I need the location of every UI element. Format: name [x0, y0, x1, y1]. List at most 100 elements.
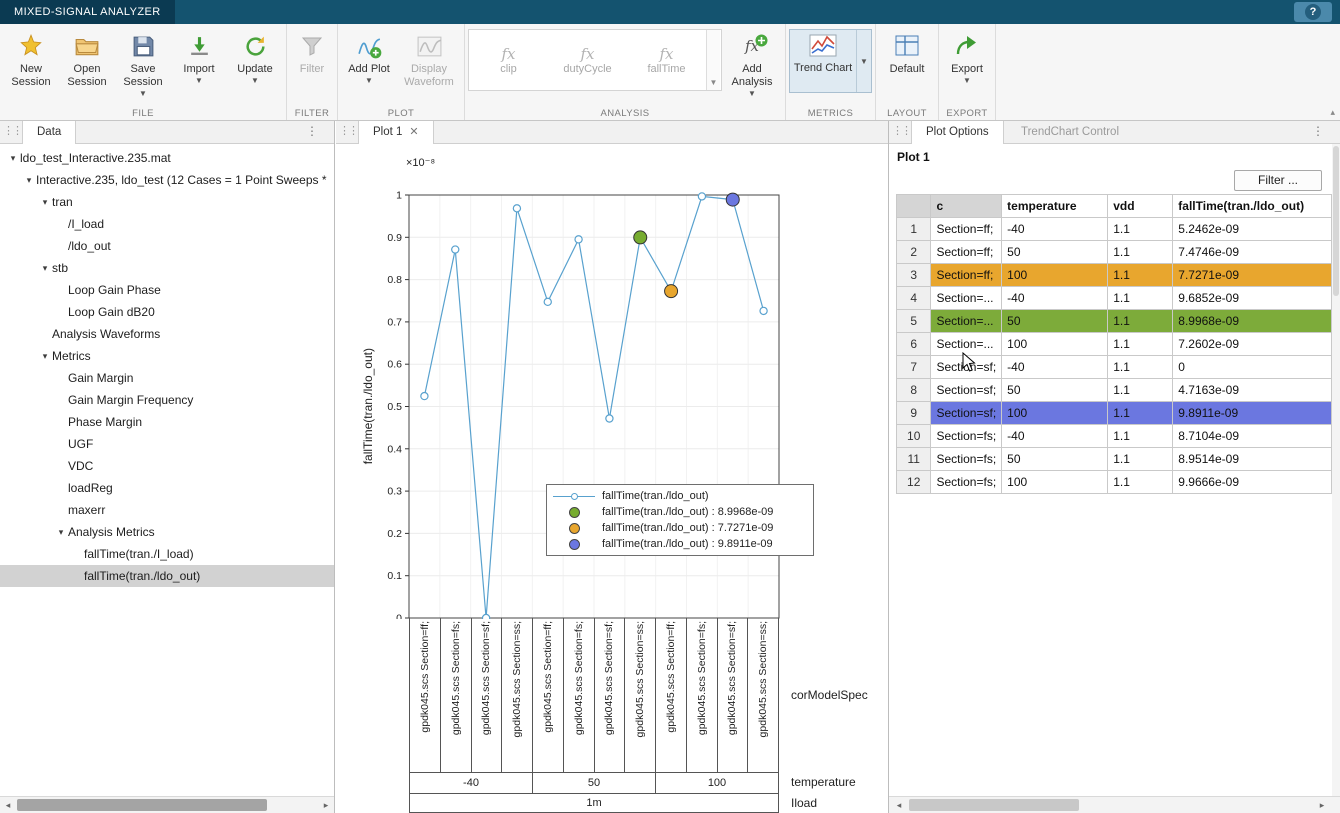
cell-c[interactable]: Section=... — [931, 310, 1002, 333]
row-number[interactable]: 4 — [897, 287, 931, 310]
col-header-c[interactable]: c — [931, 195, 1002, 218]
cell-falltime[interactable]: 8.7104e-09 — [1173, 425, 1332, 448]
row-number[interactable]: 2 — [897, 241, 931, 264]
cell-vdd[interactable]: 1.1 — [1108, 264, 1173, 287]
scrollbar-thumb[interactable] — [1333, 146, 1339, 296]
cell-vdd[interactable]: 1.1 — [1108, 402, 1173, 425]
cell-vdd[interactable]: 1.1 — [1108, 287, 1173, 310]
cell-temperature[interactable]: 100 — [1002, 264, 1108, 287]
cell-temperature[interactable]: 50 — [1002, 448, 1108, 471]
row-number[interactable]: 7 — [897, 356, 931, 379]
cell-c[interactable]: Section=ff; — [931, 241, 1002, 264]
table-row[interactable]: 11Section=fs;501.18.9514e-09 — [897, 448, 1332, 471]
tree-item-iload[interactable]: /I_load — [0, 213, 334, 235]
tree-item-falltime-ldoout[interactable]: fallTime(tran./ldo_out) — [0, 565, 334, 587]
tree-item-tran[interactable]: ▾tran — [0, 191, 334, 213]
tree-expand-icon[interactable]: ▾ — [22, 169, 36, 191]
tree-item-stb[interactable]: ▾stb — [0, 257, 334, 279]
cell-falltime[interactable]: 0 — [1173, 356, 1332, 379]
scrollbar-thumb[interactable] — [17, 799, 267, 811]
close-icon[interactable]: ✕ — [409, 126, 418, 138]
table-row[interactable]: 1Section=ff;-401.15.2462e-09 — [897, 218, 1332, 241]
cell-temperature[interactable]: -40 — [1002, 425, 1108, 448]
table-row[interactable]: 9Section=sf;1001.19.8911e-09 — [897, 402, 1332, 425]
table-row[interactable]: 6Section=...1001.17.2602e-09 — [897, 333, 1332, 356]
tree-item-mat-file[interactable]: ▾ldo_test_Interactive.235.mat — [0, 147, 334, 169]
cell-temperature[interactable]: -40 — [1002, 356, 1108, 379]
tab-plot-1[interactable]: Plot 1✕ — [358, 121, 434, 144]
table-row[interactable]: 12Section=fs;1001.19.9666e-09 — [897, 471, 1332, 494]
table-row[interactable]: 8Section=sf;501.14.7163e-09 — [897, 379, 1332, 402]
panel-menu-icon[interactable]: ⋮ — [306, 124, 318, 138]
export-button[interactable]: Export ▼ — [942, 27, 992, 101]
update-button[interactable]: Update ▼ — [227, 27, 283, 101]
tree-expand-icon[interactable]: ▾ — [38, 191, 52, 213]
tree-item-metrics[interactable]: ▾Metrics — [0, 345, 334, 367]
cell-vdd[interactable]: 1.1 — [1108, 425, 1173, 448]
cell-falltime[interactable]: 8.9514e-09 — [1173, 448, 1332, 471]
tree-item-phase-margin[interactable]: Phase Margin — [0, 411, 334, 433]
scroll-left-icon[interactable]: ◂ — [0, 797, 16, 813]
trend-chart-button[interactable]: Trend Chart — [790, 30, 856, 92]
cell-c[interactable]: Section=sf; — [931, 356, 1002, 379]
tab-plot-options[interactable]: Plot Options — [911, 121, 1004, 144]
cell-temperature[interactable]: 100 — [1002, 333, 1108, 356]
tree-expand-icon[interactable]: ▾ — [54, 521, 68, 543]
cell-falltime[interactable]: 9.8911e-09 — [1173, 402, 1332, 425]
cell-falltime[interactable]: 4.7163e-09 — [1173, 379, 1332, 402]
tree-item-loop-gain-db20[interactable]: Loop Gain dB20 — [0, 301, 334, 323]
cell-vdd[interactable]: 1.1 — [1108, 379, 1173, 402]
cell-temperature[interactable]: -40 — [1002, 218, 1108, 241]
drag-handle-icon[interactable]: ⋮⋮ — [339, 124, 357, 137]
row-number[interactable]: 11 — [897, 448, 931, 471]
save-session-button[interactable]: Save Session ▼ — [115, 27, 171, 101]
col-header-vdd[interactable]: vdd — [1108, 195, 1173, 218]
table-row[interactable]: 5Section=...501.18.9968e-09 — [897, 310, 1332, 333]
tab-trendchart-control[interactable]: TrendChart Control — [1007, 121, 1133, 144]
table-row[interactable]: 3Section=ff;1001.17.7271e-09 — [897, 264, 1332, 287]
tree-item-gain-margin-frequency[interactable]: Gain Margin Frequency — [0, 389, 334, 411]
tree-item-analysis-waveforms[interactable]: Analysis Waveforms — [0, 323, 334, 345]
cell-vdd[interactable]: 1.1 — [1108, 241, 1173, 264]
table-row[interactable]: 4Section=...-401.19.6852e-09 — [897, 287, 1332, 310]
tree-item-vdc[interactable]: VDC — [0, 455, 334, 477]
row-number[interactable]: 1 — [897, 218, 931, 241]
cell-temperature[interactable]: 100 — [1002, 471, 1108, 494]
tree-expand-icon[interactable]: ▾ — [38, 345, 52, 367]
help-button[interactable]: ? — [1294, 2, 1332, 22]
panel-menu-icon[interactable]: ⋮ — [1312, 124, 1324, 138]
row-number[interactable]: 12 — [897, 471, 931, 494]
tree-item-gain-margin[interactable]: Gain Margin — [0, 367, 334, 389]
col-header-falltime[interactable]: fallTime(tran./ldo_out) — [1173, 195, 1332, 218]
row-number[interactable]: 6 — [897, 333, 931, 356]
cell-temperature[interactable]: 50 — [1002, 310, 1108, 333]
tree-expand-icon[interactable]: ▾ — [38, 257, 52, 279]
add-analysis-button[interactable]: fx Add Analysis ▼ — [722, 27, 782, 101]
row-number[interactable]: 8 — [897, 379, 931, 402]
cell-falltime[interactable]: 7.2602e-09 — [1173, 333, 1332, 356]
tree-item-ugf[interactable]: UGF — [0, 433, 334, 455]
cell-c[interactable]: Section=ff; — [931, 218, 1002, 241]
row-number[interactable]: 10 — [897, 425, 931, 448]
cell-temperature[interactable]: -40 — [1002, 287, 1108, 310]
cell-c[interactable]: Section=... — [931, 287, 1002, 310]
cell-vdd[interactable]: 1.1 — [1108, 310, 1173, 333]
row-number[interactable]: 3 — [897, 264, 931, 287]
cell-falltime[interactable]: 8.9968e-09 — [1173, 310, 1332, 333]
cell-vdd[interactable]: 1.1 — [1108, 448, 1173, 471]
row-number[interactable]: 9 — [897, 402, 931, 425]
cell-c[interactable]: Section=... — [931, 333, 1002, 356]
tree-item-loadreg[interactable]: loadReg — [0, 477, 334, 499]
row-number[interactable]: 5 — [897, 310, 931, 333]
tree-item-ldoout[interactable]: /ldo_out — [0, 235, 334, 257]
tree-item-interactive[interactable]: ▾Interactive.235, ldo_test (12 Cases = 1… — [0, 169, 334, 191]
cell-c[interactable]: Section=sf; — [931, 402, 1002, 425]
cell-vdd[interactable]: 1.1 — [1108, 333, 1173, 356]
tree-item-loop-gain-phase[interactable]: Loop Gain Phase — [0, 279, 334, 301]
drag-handle-icon[interactable]: ⋮⋮ — [892, 124, 910, 137]
cell-vdd[interactable]: 1.1 — [1108, 471, 1173, 494]
cell-falltime[interactable]: 9.6852e-09 — [1173, 287, 1332, 310]
new-session-button[interactable]: New Session — [3, 27, 59, 101]
cell-temperature[interactable]: 50 — [1002, 241, 1108, 264]
cell-vdd[interactable]: 1.1 — [1108, 218, 1173, 241]
